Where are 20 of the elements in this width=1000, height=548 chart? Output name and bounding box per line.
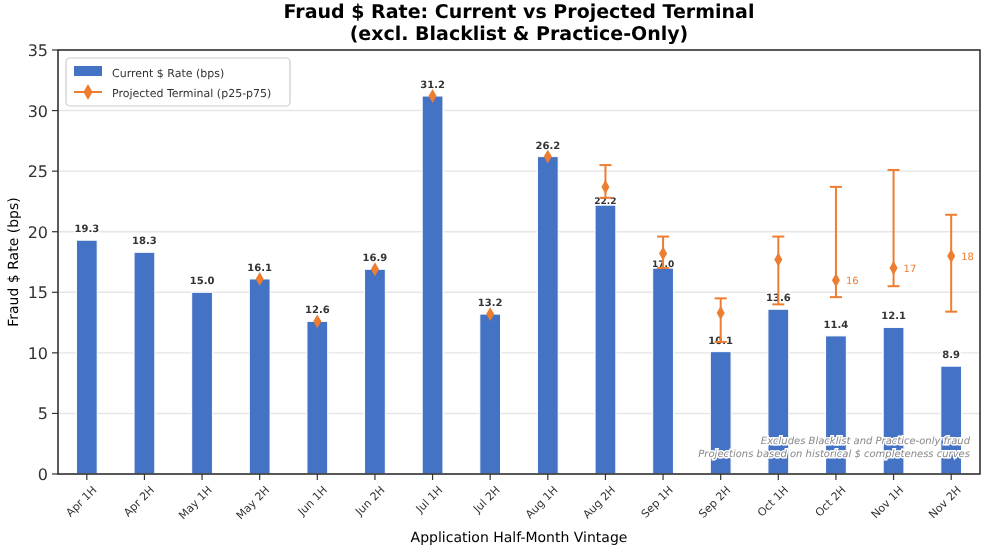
bar bbox=[133, 251, 156, 475]
bar bbox=[536, 156, 559, 475]
bar bbox=[364, 268, 386, 475]
bar bbox=[248, 278, 271, 475]
bar bbox=[479, 313, 502, 475]
bar bbox=[75, 239, 98, 475]
y-tick-label: 30 bbox=[27, 102, 48, 121]
chart-title: Fraud $ Rate: Current vs Projected Terminal (excl. Blacklist & Practice-Only) bbox=[283, 2, 755, 46]
y-tick-label: 35 bbox=[27, 42, 48, 60]
bar bbox=[191, 291, 213, 475]
y-tick-label: 25 bbox=[27, 163, 48, 182]
bar bbox=[652, 267, 674, 475]
y-tick-label: 10 bbox=[27, 344, 48, 363]
y-tick-label: 20 bbox=[27, 223, 48, 242]
y-tick-label: 15 bbox=[27, 284, 48, 303]
y-tick-label: 5 bbox=[37, 405, 48, 424]
bar bbox=[421, 95, 444, 475]
bar bbox=[594, 204, 617, 475]
y-tick-label: 0 bbox=[37, 466, 48, 484]
bar bbox=[306, 320, 329, 475]
